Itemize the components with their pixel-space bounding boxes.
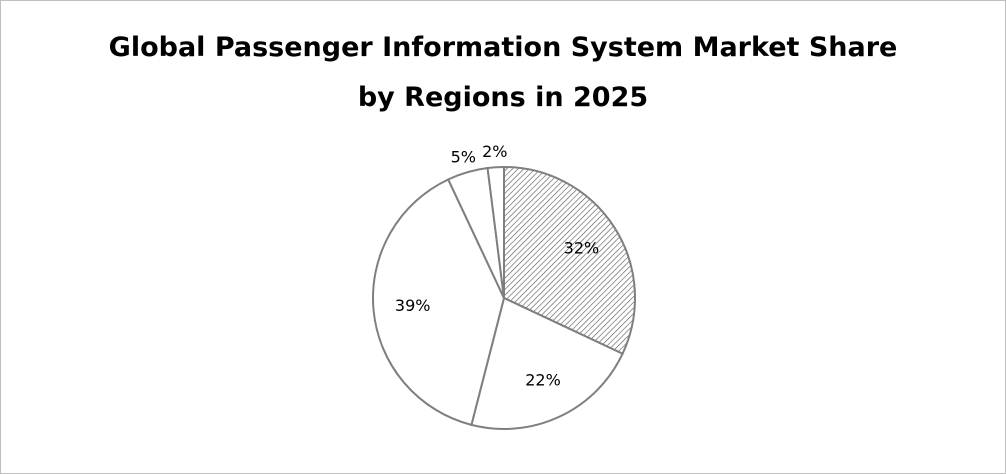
pie-slice (470, 296, 624, 430)
data-label: 39% (395, 296, 431, 315)
data-label: 22% (525, 370, 561, 389)
pie-slice (372, 178, 506, 427)
pie-slice (503, 165, 636, 356)
pie-slice (486, 165, 505, 299)
data-label: 2% (482, 142, 507, 161)
data-label: 32% (564, 238, 600, 257)
chart-title: Global Passenger Information System Mark… (108, 32, 898, 113)
data-label: 5% (451, 147, 476, 166)
